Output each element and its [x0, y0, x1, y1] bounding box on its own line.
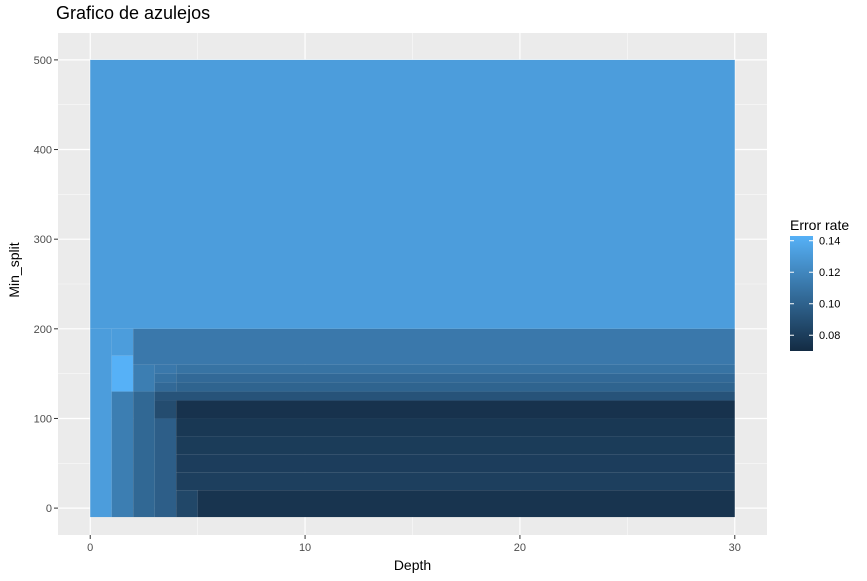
y-tick-label: 100 [34, 413, 52, 425]
y-tick-label: 500 [34, 55, 52, 67]
heatmap-tile [176, 373, 735, 383]
heatmap-tile [90, 328, 112, 518]
heatmap-tile [176, 400, 735, 419]
y-tick-label: 0 [46, 503, 52, 515]
heatmap-tile [176, 490, 198, 518]
heatmap-tile [176, 472, 735, 491]
chart-title: Grafico de azulejos [56, 3, 211, 23]
heatmap-tile [154, 418, 177, 518]
legend-tick-label: 0.12 [819, 267, 840, 279]
heatmap-tile [90, 59, 735, 329]
x-tick-label: 20 [514, 542, 526, 554]
heatmap-tile [111, 355, 134, 392]
heatmap-tile [176, 436, 735, 455]
heatmap-tile [111, 391, 134, 518]
x-tick-label: 0 [87, 542, 93, 554]
y-axis-label: Min_split [6, 242, 22, 298]
heatmap-tile [176, 454, 735, 473]
tile-layer [90, 59, 735, 518]
heatmap-tile [111, 328, 134, 356]
heatmap-tile [154, 364, 177, 374]
x-tick-label: 30 [729, 542, 741, 554]
legend-colorbar [790, 236, 813, 351]
y-tick-label: 300 [34, 234, 52, 246]
heatmap-tile [176, 364, 735, 374]
legend-tick-label: 0.14 [819, 236, 840, 248]
y-tick-label: 200 [34, 324, 52, 336]
heatmap-tile [154, 400, 177, 419]
legend-tick-label: 0.08 [819, 330, 840, 342]
x-tick-label: 10 [299, 542, 311, 554]
y-axis: 0 100 200 300 400 500 [34, 55, 58, 515]
x-axis-label: Depth [393, 557, 432, 573]
x-axis: 0 10 20 30 [87, 535, 741, 554]
heatmap-tile [154, 391, 735, 401]
color-legend: 0.08 0.10 0.12 0.14 [790, 236, 840, 351]
heatmap-tile [176, 382, 735, 392]
heatmap-tile [133, 364, 155, 392]
heatmap-tile [154, 382, 177, 392]
heatmap-tile [197, 490, 735, 518]
legend-title: Error rate [790, 217, 850, 233]
heatmap-tile [133, 391, 155, 518]
heatmap-tile [133, 328, 735, 365]
heatmap-tile [176, 418, 735, 437]
heatmap-tile [154, 373, 177, 383]
legend-tick-label: 0.10 [819, 299, 840, 311]
y-tick-label: 400 [34, 145, 52, 157]
